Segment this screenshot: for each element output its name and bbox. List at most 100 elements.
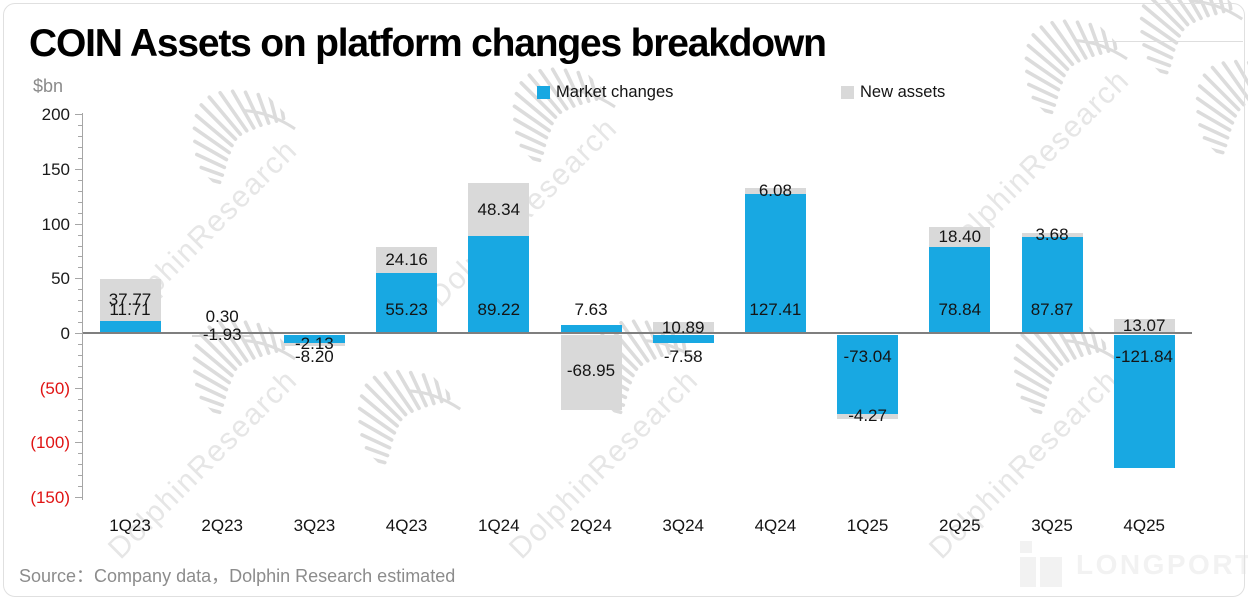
y-axis-tick — [78, 289, 82, 291]
bar-new-assets-1Q25 — [837, 414, 899, 419]
source-note: Source：Company data，Dolphin Research est… — [19, 566, 456, 586]
y-axis-tick — [78, 398, 82, 400]
longport-logo: LONGPORT — [1016, 540, 1248, 590]
x-tick-label-4Q24: 4Q24 — [754, 516, 797, 535]
data-label-market-2Q23: 0.30 — [205, 307, 239, 326]
bar-new-assets-2Q23 — [191, 334, 253, 337]
dolphin-research-watermark: DolphinResearch — [923, 319, 1126, 566]
data-label-market-2Q25: 78.84 — [938, 300, 982, 319]
data-label-market-3Q24: -7.58 — [663, 347, 703, 366]
y-tick-label: (150) — [30, 487, 70, 507]
x-tick-label-3Q24: 3Q24 — [662, 516, 704, 535]
dolphin-research-watermark-icon-partial — [327, 341, 468, 482]
data-label-new-assets-3Q23: -2.13 — [295, 333, 334, 353]
dolphin-research-watermark-icon — [1195, 59, 1248, 155]
dolphin-research-watermark: DolphinResearch — [422, 67, 625, 314]
data-label-market-3Q25: 87.87 — [1030, 300, 1074, 319]
legend-swatch-new-assets — [841, 86, 854, 99]
y-axis-line — [82, 113, 84, 500]
longport-logo-mark — [1020, 541, 1062, 587]
y-axis-tick — [78, 486, 82, 488]
bar-market-1Q25 — [837, 334, 899, 415]
bar-market-4Q25 — [1113, 334, 1175, 468]
y-axis-tick — [75, 442, 82, 444]
data-label-market-3Q23: -8.20 — [295, 347, 334, 366]
bar-new-assets-1Q23 — [99, 279, 161, 321]
y-tick-label: 200 — [41, 105, 70, 125]
y-axis-tick — [78, 311, 82, 313]
bar-new-assets-4Q24 — [744, 187, 806, 195]
y-axis-tick — [78, 431, 82, 433]
y-tick-label: (50) — [39, 378, 70, 398]
bar-market-1Q23 — [99, 320, 161, 334]
legend-item-new-assets: New assets — [841, 83, 945, 102]
y-axis-tick — [78, 420, 82, 422]
data-label-new-assets-2Q24: -68.95 — [566, 361, 616, 381]
y-axis-tick — [78, 190, 82, 192]
y-axis-tick — [78, 376, 82, 378]
y-axis-tick — [78, 453, 82, 455]
y-axis-tick — [78, 343, 82, 345]
y-axis-tick — [78, 322, 82, 324]
top-right-divider-line — [1085, 41, 1243, 42]
data-label-new-assets-3Q24: 10.89 — [661, 317, 705, 337]
y-axis-tick — [75, 114, 82, 116]
data-label-market-1Q25: -73.04 — [843, 347, 892, 366]
data-label-new-assets-1Q24: 48.34 — [477, 199, 521, 219]
y-axis-tick — [78, 475, 82, 477]
bar-market-4Q23 — [376, 273, 438, 334]
dolphin-research-watermark-icon-partial — [1165, 31, 1248, 172]
data-label-new-assets-1Q23: 37.77 — [108, 290, 152, 310]
legend-item-market-changes: Market changes — [537, 83, 673, 102]
y-axis-tick — [75, 496, 82, 498]
bar-market-2Q24 — [560, 325, 622, 334]
y-axis-tick — [78, 201, 82, 203]
y-tick-label: 50 — [51, 269, 70, 289]
bar-new-assets-3Q25 — [1021, 233, 1083, 238]
legend-label-new-assets: New assets — [860, 83, 946, 101]
bar-new-assets-2Q24 — [560, 334, 622, 410]
y-axis-tick — [78, 464, 82, 466]
bar-new-assets-3Q24 — [652, 321, 714, 334]
data-label-market-4Q23: 55.23 — [385, 300, 428, 319]
y-axis-unit-label: $bn — [33, 76, 64, 96]
y-axis-tick — [78, 267, 82, 269]
bar-new-assets-1Q24 — [468, 183, 530, 236]
x-tick-label-2Q23: 2Q23 — [201, 516, 243, 535]
y-axis-tick — [78, 136, 82, 138]
legend-label-market-changes: Market changes — [556, 83, 674, 101]
x-tick-label-3Q25: 3Q25 — [1031, 516, 1073, 535]
zero-baseline — [83, 332, 1192, 335]
data-label-market-1Q23: 11.71 — [109, 300, 151, 319]
y-axis-tick — [78, 212, 82, 214]
y-axis-tick — [75, 223, 82, 225]
y-axis-tick — [78, 245, 82, 247]
data-label-new-assets-4Q24: 6.08 — [758, 180, 792, 200]
data-label-new-assets-4Q25: 13.07 — [1122, 316, 1166, 336]
bar-market-1Q24 — [468, 235, 530, 334]
bar-new-assets-3Q23 — [283, 343, 345, 346]
y-axis-tick — [78, 125, 82, 127]
y-tick-label: (100) — [30, 433, 70, 453]
y-axis-tick — [78, 300, 82, 302]
y-axis-tick — [75, 278, 82, 280]
data-label-new-assets-2Q23: -1.93 — [202, 324, 242, 344]
data-label-market-4Q25: -121.84 — [1115, 347, 1174, 366]
bar-new-assets-4Q25 — [1113, 319, 1175, 334]
data-label-new-assets-4Q23: 24.16 — [385, 249, 428, 269]
dolphin-research-watermark-icon — [357, 369, 462, 465]
legend-swatch-market-changes — [537, 86, 550, 99]
x-tick-label-1Q24: 1Q24 — [478, 516, 520, 535]
x-tick-label-2Q24: 2Q24 — [570, 516, 612, 535]
x-tick-label-4Q23: 4Q23 — [385, 516, 428, 535]
y-axis-tick — [78, 234, 82, 236]
data-label-new-assets-2Q25: 18.40 — [938, 227, 982, 247]
y-tick-label: 150 — [41, 160, 70, 180]
data-label-market-1Q24: 89.22 — [477, 300, 521, 319]
data-label-new-assets-3Q25: 3.68 — [1035, 225, 1069, 245]
data-label-market-2Q24: 7.63 — [574, 300, 608, 319]
bar-market-4Q24 — [744, 194, 806, 334]
bar-new-assets-2Q25 — [929, 227, 991, 248]
data-label-new-assets-1Q25: -4.27 — [848, 405, 887, 425]
